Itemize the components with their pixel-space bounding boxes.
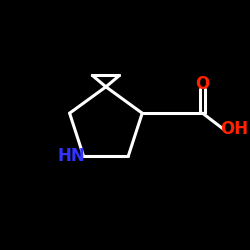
Text: O: O — [196, 75, 210, 93]
Text: OH: OH — [220, 120, 248, 138]
Text: HN: HN — [58, 147, 86, 165]
